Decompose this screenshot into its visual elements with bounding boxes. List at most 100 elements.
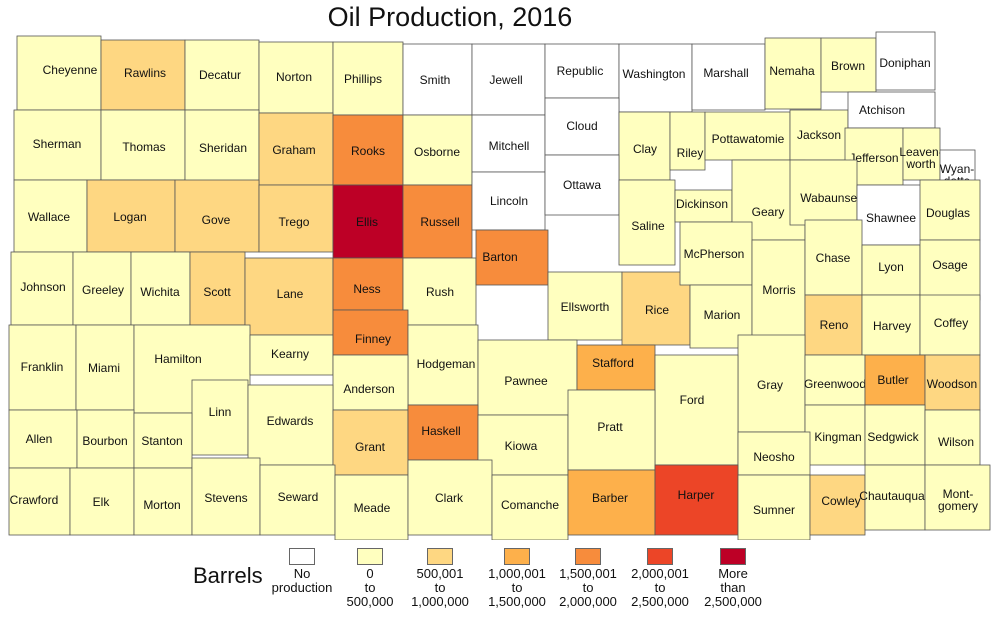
county-cowley[interactable] [809, 474, 866, 536]
county-coffey[interactable] [919, 294, 981, 356]
county-riley[interactable] [669, 111, 706, 171]
county-russell[interactable] [402, 184, 473, 259]
county-kingman[interactable] [804, 404, 866, 466]
county-butler[interactable] [864, 354, 926, 406]
county-norton[interactable] [258, 41, 334, 114]
county-sheridan[interactable] [184, 109, 260, 183]
county-chautauqua[interactable] [864, 464, 926, 531]
county-hodgeman[interactable] [407, 324, 479, 406]
county-ellis[interactable] [332, 184, 404, 259]
county-pratt[interactable] [567, 389, 656, 471]
county-reno[interactable] [804, 294, 863, 356]
county-lyon[interactable] [861, 244, 921, 296]
county-stanton[interactable] [133, 412, 193, 469]
county-smith[interactable] [402, 43, 473, 116]
county-scott[interactable] [189, 251, 246, 326]
county-harper[interactable] [654, 464, 739, 536]
county-graham[interactable] [258, 112, 334, 186]
county-cheyenne[interactable] [16, 35, 102, 111]
county-bourbon[interactable] [76, 409, 135, 469]
county-rawlins[interactable] [100, 39, 186, 111]
county-ness[interactable] [332, 257, 404, 311]
county-edwards[interactable] [247, 384, 334, 466]
county-pottawatomie[interactable] [704, 111, 791, 161]
county-harvey[interactable] [861, 294, 921, 356]
county-seward[interactable] [259, 464, 336, 536]
kansas-county-map: Cheyenne Rawlins Decatur Norton Phillips Smit… [8, 31, 991, 540]
county-lane[interactable] [244, 257, 334, 336]
county-clay[interactable] [618, 111, 671, 181]
county-douglas[interactable] [919, 179, 981, 241]
county-phillips[interactable] [332, 41, 404, 116]
county-ellsworth[interactable] [547, 271, 623, 341]
county-woodson[interactable] [924, 354, 981, 411]
county-cloud[interactable] [544, 97, 620, 156]
county-franklin[interactable] [8, 324, 77, 411]
county-clark[interactable] [407, 459, 493, 536]
county-anderson[interactable] [332, 354, 409, 411]
county-gray[interactable] [737, 334, 806, 433]
county-rush[interactable] [402, 257, 477, 326]
county-jewell[interactable] [471, 43, 546, 116]
county-mcpherson[interactable] [679, 221, 753, 286]
county-ford[interactable] [654, 354, 739, 466]
county-marshall[interactable] [691, 43, 766, 111]
county-linn[interactable] [191, 379, 249, 456]
county-saline[interactable] [618, 179, 676, 266]
county-lincoln[interactable] [471, 171, 546, 231]
county-republic[interactable] [544, 43, 620, 99]
county-wallace[interactable] [13, 179, 88, 253]
county-meade[interactable] [334, 474, 409, 540]
county-atchison[interactable] [847, 91, 936, 129]
county-greeley[interactable] [72, 251, 132, 326]
county-logan[interactable] [86, 179, 176, 253]
county-leavenworth[interactable] [902, 127, 941, 181]
county-sedgwick[interactable] [864, 404, 926, 466]
county-montgomery[interactable] [924, 464, 991, 531]
county-gove[interactable] [174, 179, 260, 253]
county-barber[interactable] [567, 469, 656, 536]
county-stevens[interactable] [191, 457, 261, 536]
legend-item-c4: 1,500,001 to 2,000,000 [543, 548, 633, 609]
county-wilson[interactable] [924, 409, 981, 466]
county-dickinson[interactable] [674, 189, 733, 223]
county-finney[interactable] [332, 309, 409, 356]
county-rooks[interactable] [332, 114, 404, 186]
county-trego[interactable] [258, 184, 334, 253]
county-decatur[interactable] [184, 39, 260, 111]
county-pawnee[interactable] [477, 339, 578, 416]
county-stafford[interactable] [576, 344, 656, 391]
county-crawford[interactable] [8, 467, 71, 536]
county-barton[interactable] [475, 229, 549, 286]
county-neosho[interactable] [737, 431, 811, 476]
county-greenwood[interactable] [804, 354, 866, 406]
county-ottawa[interactable] [544, 154, 620, 216]
county-thomas[interactable] [100, 109, 186, 181]
county-elk[interactable] [69, 467, 135, 536]
county-miami[interactable] [75, 324, 135, 411]
county-kearny[interactable] [249, 334, 334, 376]
county-morris[interactable] [751, 239, 806, 346]
county-morton[interactable] [133, 467, 193, 536]
county-jackson[interactable] [789, 109, 849, 161]
county-mitchell[interactable] [471, 114, 546, 173]
legend-item-c6: More than 2,500,000 [688, 548, 778, 609]
county-shawnee[interactable] [856, 184, 926, 246]
county-chase[interactable] [804, 219, 863, 296]
county-osborne[interactable] [402, 114, 473, 186]
county-allen[interactable] [8, 409, 78, 469]
county-brown[interactable] [820, 37, 877, 93]
county-osage[interactable] [919, 239, 981, 301]
county-sherman[interactable] [13, 109, 102, 181]
county-haskell[interactable] [407, 404, 479, 461]
county-nemaha[interactable] [764, 37, 822, 110]
county-washington[interactable] [618, 43, 693, 113]
county-doniphan[interactable] [875, 31, 936, 91]
county-sumner[interactable] [737, 474, 811, 540]
legend-swatch [575, 548, 601, 565]
county-comanche[interactable] [491, 474, 569, 540]
county-grant[interactable] [332, 409, 409, 476]
county-johnson[interactable] [10, 251, 74, 326]
county-wabaunsee[interactable] [789, 159, 858, 226]
county-wichita[interactable] [130, 251, 191, 326]
